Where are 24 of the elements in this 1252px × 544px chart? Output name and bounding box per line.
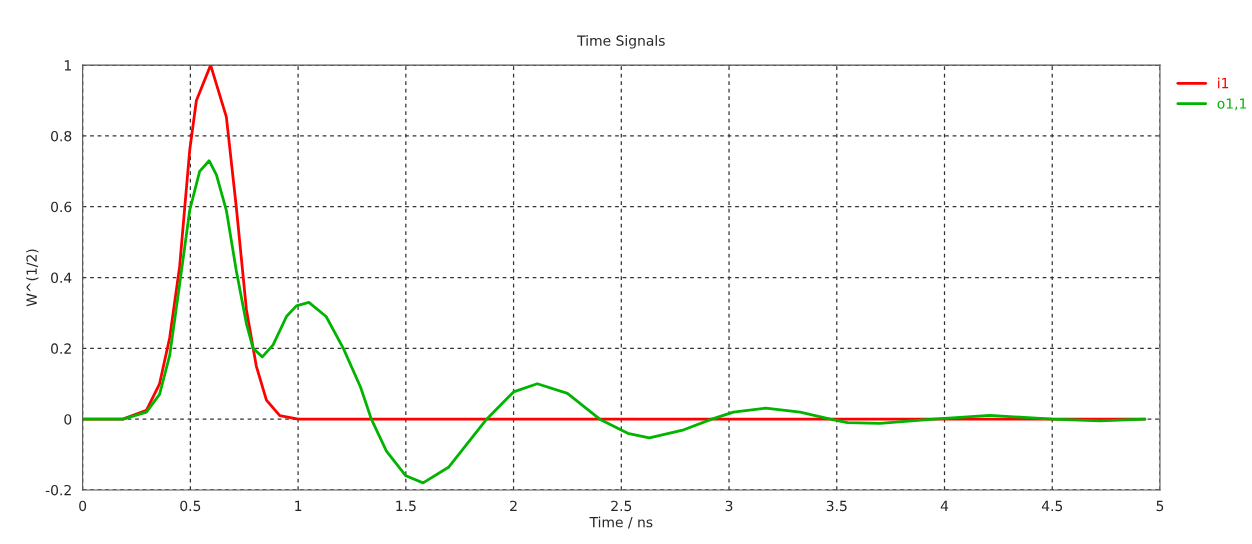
x-tick-label: 0 (79, 500, 87, 512)
x-tick-label: 1 (295, 500, 302, 511)
y-axis-title: W^(1/2) (26, 249, 39, 307)
y-tick-label: 0.4 (51, 272, 72, 284)
legend-label: i1 (1218, 77, 1229, 89)
y-tick-label: 0.2 (51, 343, 71, 354)
x-tick-label: 3 (725, 500, 733, 512)
chart-title: Time Signals (577, 35, 665, 49)
x-tick-label: 1.5 (396, 500, 416, 512)
x-tick-label: 4.5 (1041, 500, 1063, 512)
x-tick-label: 3.5 (826, 500, 847, 512)
y-tick-label: -0.2 (45, 484, 71, 496)
legend-label: o1,1 (1217, 98, 1247, 111)
line-series (82, 159, 1147, 485)
x-axis-title: Time / ns (589, 516, 653, 529)
x-tick-label: 5 (1156, 500, 1164, 512)
y-tick-label: 1 (64, 60, 71, 71)
x-tick-label: 4 (940, 500, 949, 511)
x-tick-label: 2.5 (611, 500, 632, 512)
y-tick-label: 0.8 (51, 130, 72, 142)
x-tick-label: 0.5 (180, 500, 201, 512)
y-tick-label: 0 (64, 414, 72, 425)
x-tick-label: 2 (510, 500, 517, 511)
y-tick-label: 0.6 (51, 201, 72, 213)
